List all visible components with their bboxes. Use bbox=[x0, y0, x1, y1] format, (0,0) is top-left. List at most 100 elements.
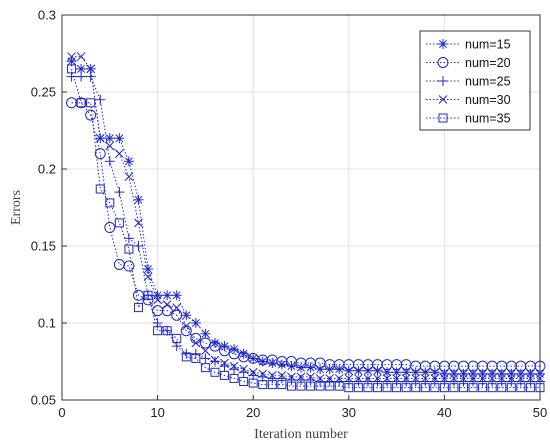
data-point bbox=[401, 367, 412, 378]
x-tick-label: 20 bbox=[246, 405, 260, 420]
data-point bbox=[468, 374, 478, 383]
data-point bbox=[258, 380, 268, 390]
data-point bbox=[85, 109, 97, 121]
data-point bbox=[94, 148, 106, 160]
data-point bbox=[506, 383, 516, 393]
legend-item: num=25 bbox=[426, 75, 511, 89]
data-point bbox=[277, 371, 287, 380]
data-point bbox=[392, 383, 402, 393]
data-point bbox=[86, 98, 96, 108]
data-point bbox=[372, 383, 382, 393]
data-point bbox=[497, 374, 507, 383]
x-tick-label: 40 bbox=[437, 405, 451, 420]
data-point bbox=[114, 218, 124, 228]
data-point bbox=[104, 156, 115, 167]
data-point bbox=[267, 380, 277, 390]
y-tick-label: 0.15 bbox=[31, 239, 56, 254]
data-point bbox=[286, 381, 296, 391]
data-point bbox=[95, 133, 105, 143]
data-point bbox=[76, 52, 86, 61]
data-point bbox=[429, 367, 440, 378]
data-point bbox=[113, 258, 125, 270]
data-point bbox=[114, 133, 125, 144]
data-point bbox=[123, 156, 134, 167]
data-point bbox=[67, 64, 77, 74]
data-point bbox=[248, 367, 258, 377]
data-point bbox=[181, 321, 191, 331]
legend-label: num=20 bbox=[465, 56, 511, 70]
data-point bbox=[325, 374, 335, 383]
data-point bbox=[430, 374, 440, 383]
data-point bbox=[133, 241, 144, 251]
data-point bbox=[296, 372, 306, 382]
data-point bbox=[124, 244, 134, 254]
data-point bbox=[382, 374, 392, 383]
data-point bbox=[200, 328, 211, 339]
data-point bbox=[258, 369, 268, 379]
data-point bbox=[449, 383, 459, 393]
data-point bbox=[143, 272, 153, 282]
data-point bbox=[143, 264, 154, 275]
series-num=20 bbox=[66, 97, 546, 372]
plot-frame bbox=[61, 14, 541, 401]
data-point bbox=[239, 377, 249, 387]
data-point bbox=[220, 370, 230, 380]
data-point bbox=[267, 371, 277, 380]
data-point bbox=[334, 374, 344, 383]
data-point bbox=[76, 63, 87, 74]
data-point bbox=[220, 358, 229, 368]
legend-marker bbox=[438, 76, 448, 86]
data-point bbox=[123, 260, 135, 272]
legend-marker bbox=[438, 39, 448, 49]
data-point bbox=[296, 381, 306, 391]
data-point bbox=[306, 372, 315, 382]
data-point bbox=[315, 381, 325, 391]
data-point bbox=[143, 290, 153, 300]
data-point bbox=[526, 374, 535, 383]
legend-item: num=20 bbox=[426, 56, 511, 70]
data-point bbox=[153, 326, 163, 336]
data-point bbox=[353, 365, 364, 376]
legend-label: num=30 bbox=[465, 93, 511, 107]
data-point bbox=[171, 290, 182, 301]
y-tick-label: 0.25 bbox=[31, 85, 56, 100]
data-point bbox=[420, 383, 430, 393]
data-point bbox=[190, 318, 201, 328]
data-point bbox=[248, 378, 258, 388]
data-point bbox=[487, 374, 497, 383]
data-point bbox=[153, 295, 162, 305]
data-point bbox=[401, 374, 411, 383]
data-point bbox=[190, 348, 201, 359]
data-point bbox=[525, 383, 535, 393]
legend: num=15 num=20 num=25 num=30 num=35 bbox=[419, 30, 531, 131]
data-point bbox=[478, 383, 488, 393]
data-point bbox=[95, 94, 106, 105]
data-point bbox=[497, 383, 507, 393]
data-point bbox=[343, 365, 354, 376]
legend-item: num=15 bbox=[426, 38, 511, 52]
data-point bbox=[344, 383, 354, 393]
y-tick-label: 0.1 bbox=[38, 316, 56, 331]
data-point bbox=[315, 374, 325, 383]
series-line bbox=[71, 76, 540, 383]
data-point bbox=[506, 374, 516, 383]
data-point bbox=[411, 374, 421, 383]
x-tick-label: 10 bbox=[150, 405, 164, 420]
data-point bbox=[191, 353, 201, 363]
data-point bbox=[219, 345, 231, 357]
data-point bbox=[391, 367, 402, 378]
legend-marker bbox=[438, 95, 448, 104]
data-point bbox=[392, 374, 401, 383]
data-point bbox=[210, 355, 220, 365]
data-point bbox=[200, 353, 211, 364]
data-point bbox=[171, 309, 183, 321]
data-point bbox=[363, 383, 373, 393]
data-point bbox=[363, 374, 373, 383]
data-point bbox=[134, 218, 143, 228]
data-point bbox=[534, 360, 546, 372]
data-point bbox=[439, 383, 449, 393]
data-point bbox=[190, 332, 202, 344]
data-point bbox=[228, 348, 240, 360]
series-num=35 bbox=[67, 64, 545, 393]
x-tick-label: 50 bbox=[533, 405, 547, 420]
